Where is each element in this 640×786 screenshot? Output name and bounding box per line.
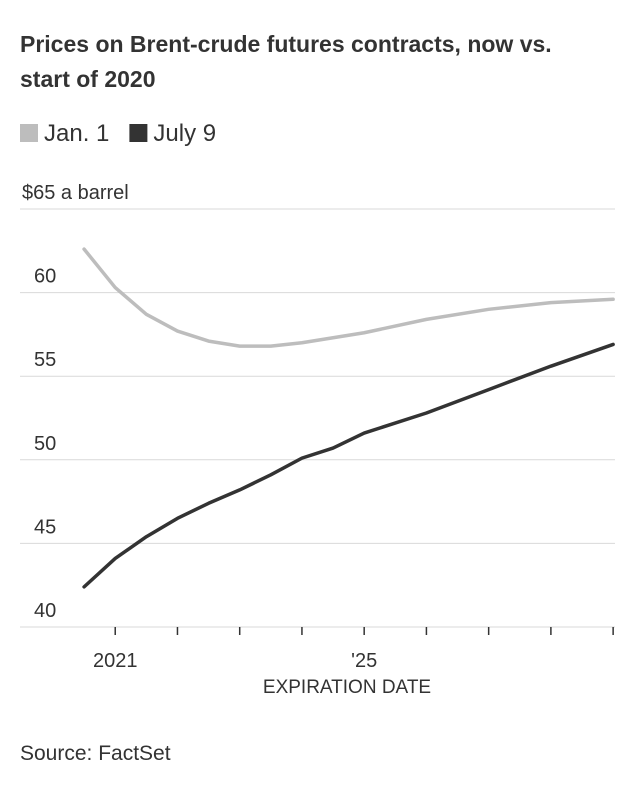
y-tick-label: 60 [34, 266, 56, 288]
x-axis-title: EXPIRATION DATE [263, 677, 431, 698]
y-tick-label: 40 [34, 600, 56, 622]
y-tick-label: 50 [34, 433, 56, 455]
chart-title: Prices on Brent-crude futures contracts,… [20, 31, 552, 92]
x-tick-label: '25 [351, 650, 377, 672]
source: Source: FactSet [20, 742, 171, 765]
legend-label: July 9 [153, 120, 216, 147]
legend-swatch [20, 124, 38, 142]
y-tick-label: 45 [34, 516, 56, 538]
legend-label: Jan. 1 [44, 120, 109, 147]
line-series [82, 342, 615, 589]
legend-swatch [129, 124, 148, 142]
x-tick-label: 2021 [93, 650, 138, 672]
y-tick-label: $65 a barrel [22, 182, 129, 204]
line-series [82, 247, 615, 348]
y-tick-label: 55 [34, 349, 56, 371]
